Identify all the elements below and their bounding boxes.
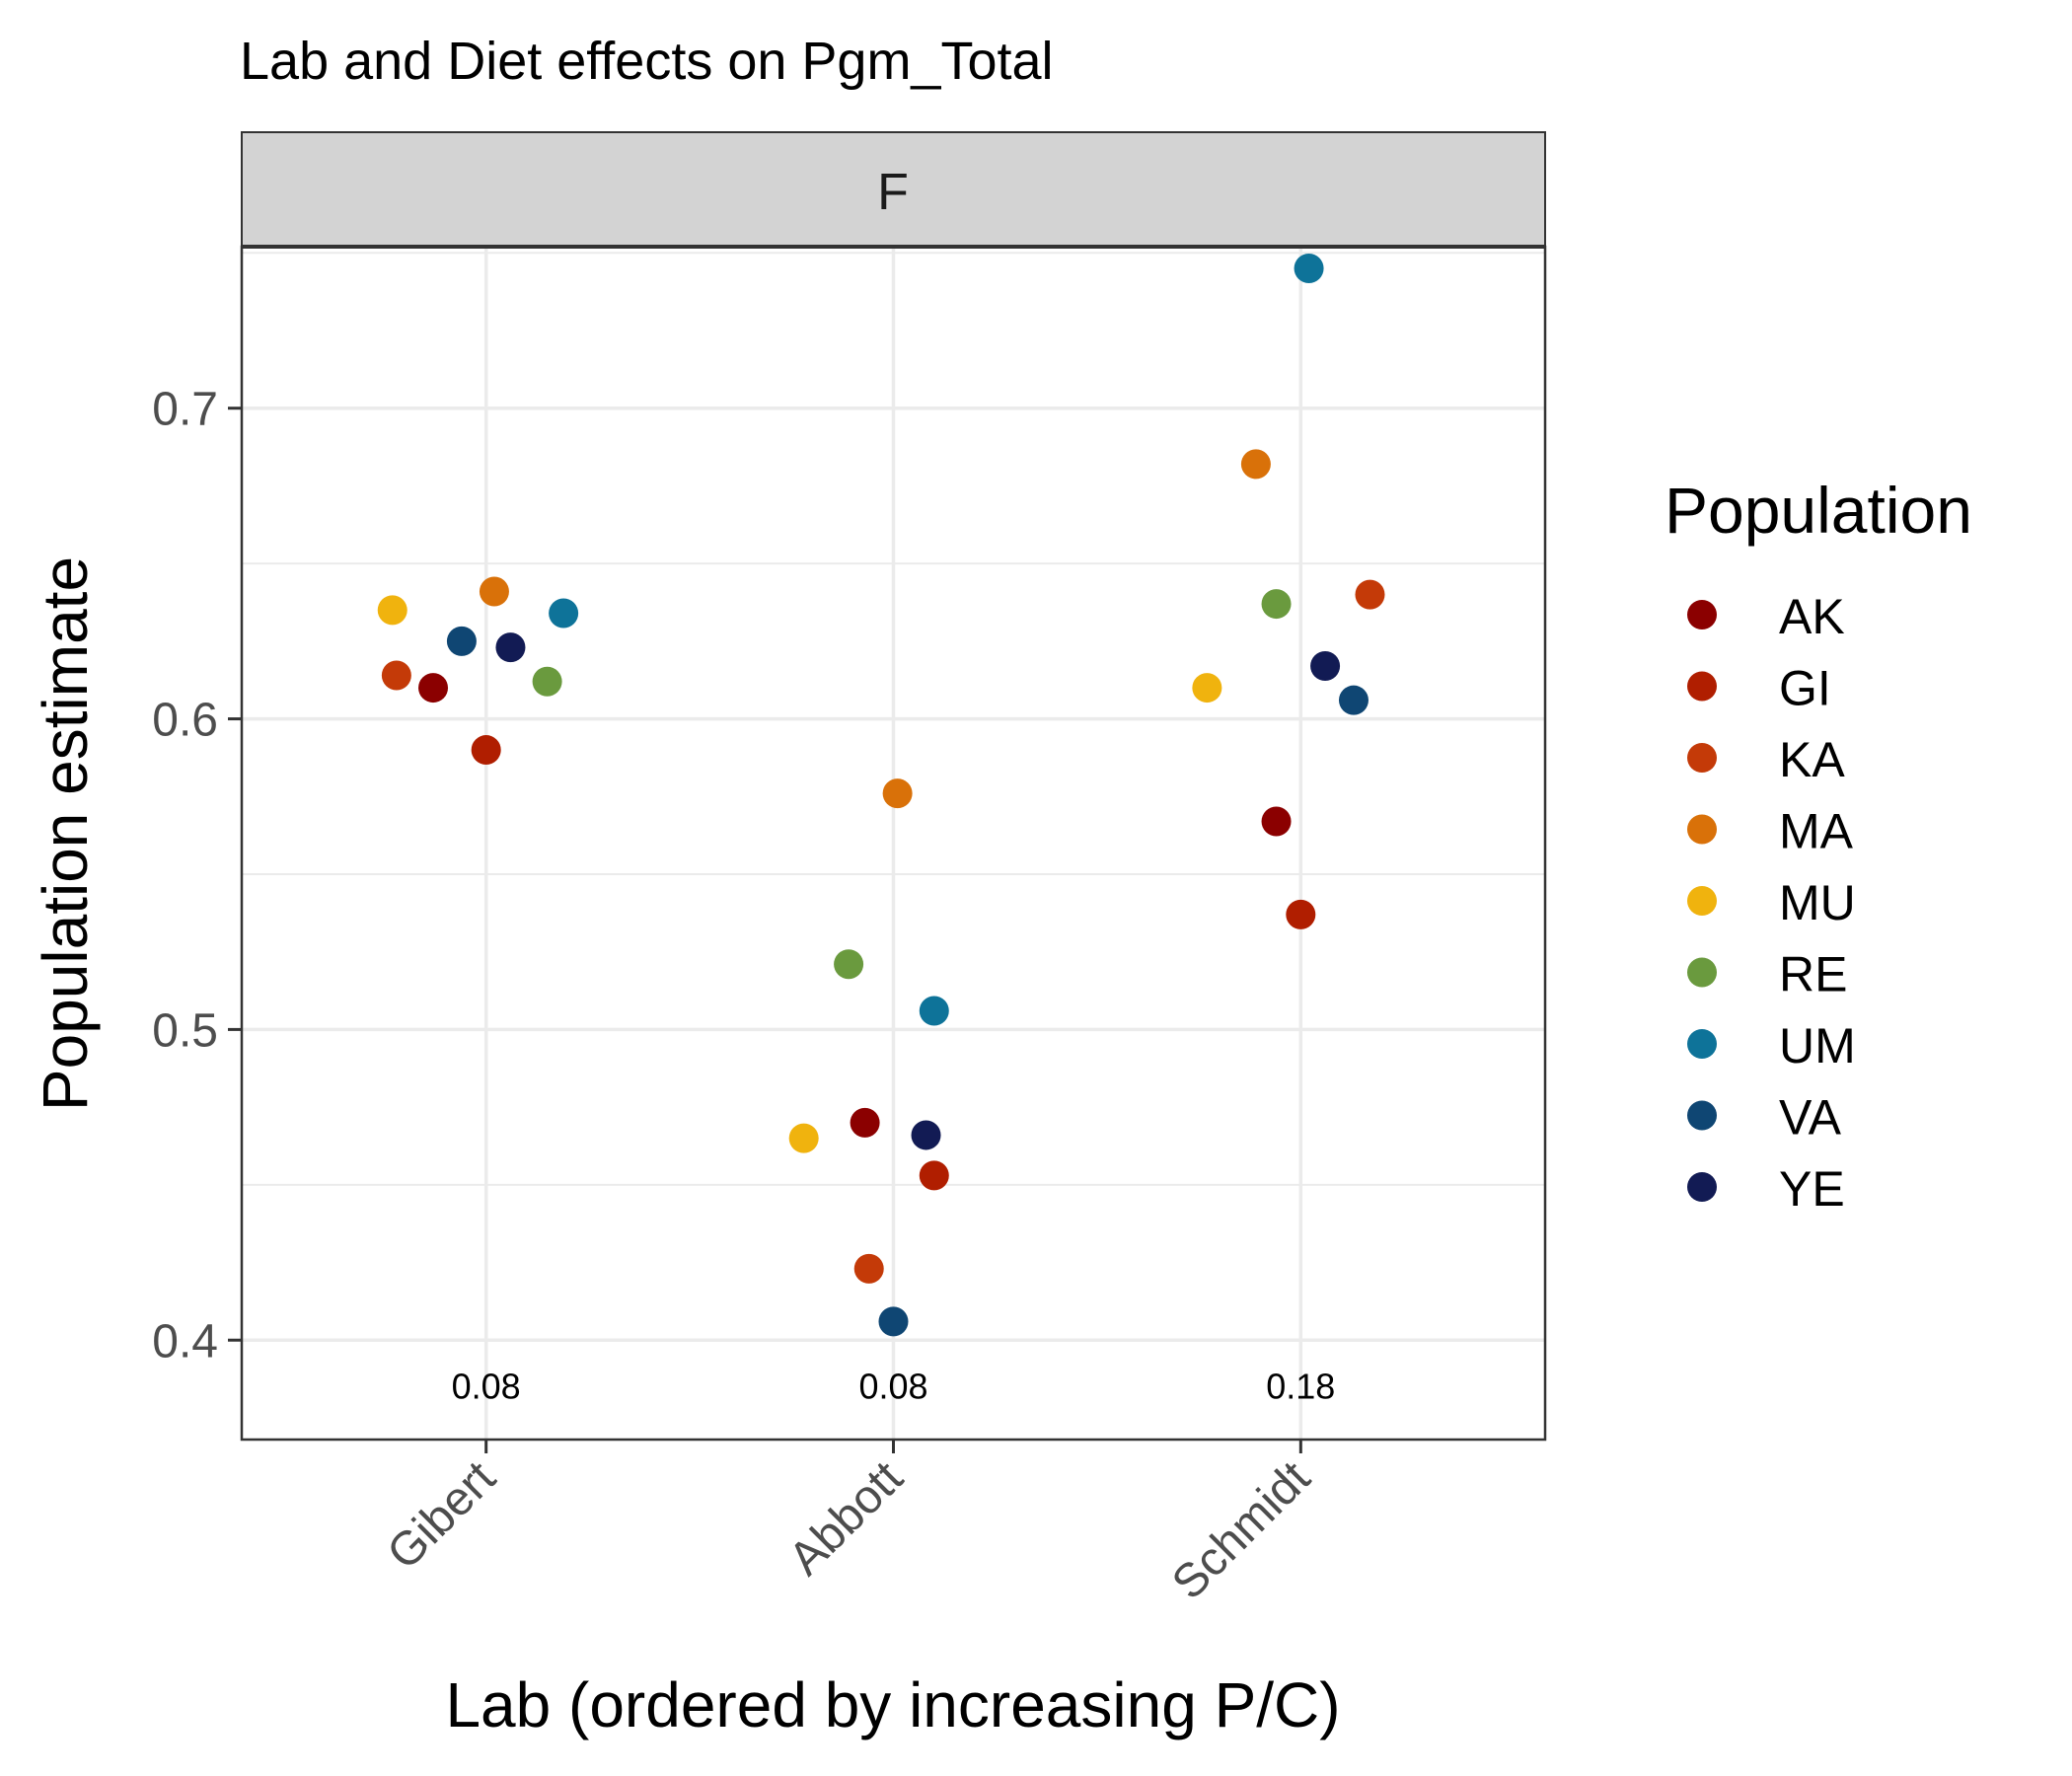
legend-key-ye bbox=[1687, 1172, 1717, 1202]
point-va-abbott bbox=[878, 1306, 909, 1337]
point-ak-abbott bbox=[850, 1107, 880, 1138]
legend-label-ma: MA bbox=[1779, 804, 1854, 859]
point-um-gibert bbox=[549, 598, 579, 629]
point-ka-schmidt bbox=[1355, 579, 1385, 610]
x-tick-label: Abbott bbox=[779, 1451, 914, 1586]
legend-label-re: RE bbox=[1779, 947, 1847, 1002]
point-um-schmidt bbox=[1294, 254, 1324, 284]
pc-annotation: 0.08 bbox=[452, 1366, 521, 1406]
point-ka-gibert bbox=[381, 660, 411, 691]
legend-key-ak bbox=[1687, 600, 1717, 629]
point-um-abbott bbox=[919, 996, 949, 1026]
pc-annotations: 0.08 0.08 0.18 bbox=[452, 1366, 1336, 1406]
legend-label-gi: GI bbox=[1779, 661, 1831, 716]
major-gridlines bbox=[242, 247, 1545, 1440]
point-ka-abbott bbox=[853, 1253, 884, 1284]
facet-label: F bbox=[877, 164, 909, 221]
point-re-gibert bbox=[532, 666, 562, 697]
x-tick-label: Gibert bbox=[378, 1451, 506, 1580]
point-gi-abbott bbox=[919, 1160, 949, 1191]
legend-key-re bbox=[1687, 957, 1717, 988]
legend-key-mu bbox=[1687, 886, 1717, 916]
point-ye-gibert bbox=[495, 632, 526, 663]
legend-key-gi bbox=[1687, 671, 1717, 702]
y-axis-title: Population estimate bbox=[30, 556, 101, 1111]
legend-items: AK GI KA MA MU RE UM VA YE bbox=[1687, 589, 1856, 1217]
point-re-abbott bbox=[834, 949, 864, 980]
legend-label-mu: MU bbox=[1779, 875, 1856, 930]
legend-title: Population bbox=[1665, 474, 1972, 547]
point-ak-gibert bbox=[418, 673, 449, 703]
legend-key-va bbox=[1687, 1100, 1717, 1131]
point-ma-schmidt bbox=[1240, 449, 1271, 480]
legend-key-ka bbox=[1687, 743, 1717, 773]
legend-label-va: VA bbox=[1779, 1090, 1842, 1146]
data-points bbox=[377, 254, 1385, 1337]
point-ye-schmidt bbox=[1310, 651, 1341, 682]
legend: Population AK GI KA MA MU RE UM VA YE bbox=[1665, 474, 1972, 1217]
pc-annotation: 0.08 bbox=[858, 1366, 927, 1406]
point-ye-abbott bbox=[911, 1120, 941, 1150]
point-mu-gibert bbox=[377, 595, 407, 626]
point-va-gibert bbox=[446, 626, 477, 656]
y-tick-label: 0.6 bbox=[152, 695, 218, 747]
point-ak-schmidt bbox=[1261, 806, 1292, 837]
y-tick-label: 0.4 bbox=[152, 1315, 218, 1368]
point-ma-gibert bbox=[479, 576, 509, 607]
legend-key-um bbox=[1687, 1029, 1717, 1059]
legend-label-ye: YE bbox=[1779, 1161, 1845, 1217]
point-mu-abbott bbox=[788, 1123, 819, 1153]
pc-annotation: 0.18 bbox=[1266, 1366, 1335, 1406]
y-tick-label: 0.7 bbox=[152, 384, 218, 436]
y-axis: 0.4 0.5 0.6 0.7 bbox=[152, 384, 242, 1368]
facet-strip bbox=[241, 131, 1546, 248]
point-ma-abbott bbox=[882, 778, 913, 809]
point-re-schmidt bbox=[1261, 589, 1292, 620]
point-gi-gibert bbox=[471, 735, 501, 766]
chart-title: Lab and Diet effects on Pgm_Total bbox=[240, 32, 1054, 91]
y-tick-label: 0.5 bbox=[152, 1004, 218, 1057]
x-axis: Gibert Abbott Schmidt bbox=[378, 1440, 1320, 1609]
x-axis-title: Lab (ordered by increasing P/C) bbox=[445, 1669, 1340, 1740]
legend-label-ak: AK bbox=[1779, 589, 1845, 644]
point-va-schmidt bbox=[1338, 685, 1369, 715]
point-mu-schmidt bbox=[1192, 673, 1222, 703]
legend-key-ma bbox=[1687, 814, 1717, 845]
legend-label-ka: KA bbox=[1779, 732, 1845, 787]
point-gi-schmidt bbox=[1286, 899, 1316, 929]
x-tick-label: Schmidt bbox=[1162, 1451, 1320, 1609]
legend-label-um: UM bbox=[1779, 1018, 1856, 1073]
